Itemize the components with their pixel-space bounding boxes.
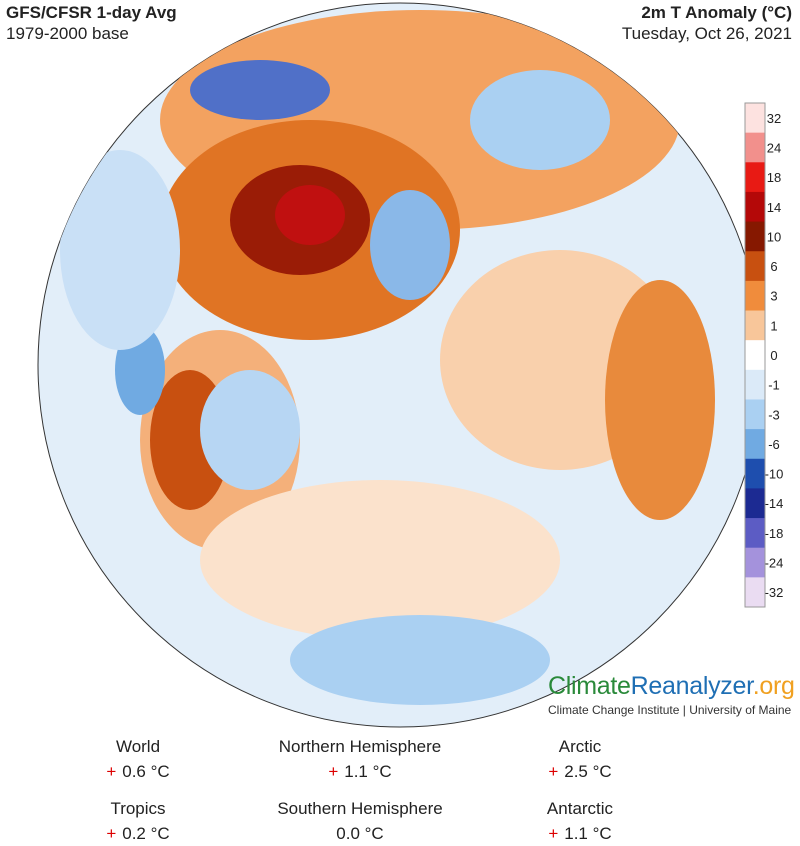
colorbar-label: -1 xyxy=(768,378,780,393)
stat-value-row: +1.1 °C xyxy=(240,762,480,782)
tagline: Climate Change Institute | University of… xyxy=(548,703,792,717)
colorbar-label: -3 xyxy=(768,407,780,422)
colorbar-label: -14 xyxy=(765,496,784,511)
subtitle: 1979-2000 base xyxy=(6,24,129,43)
stat-region: Southern Hemisphere xyxy=(277,799,443,818)
colorbar-swatch xyxy=(745,399,765,430)
stat-region: Arctic xyxy=(558,737,602,756)
stat: Northern Hemisphere +1.1 °C xyxy=(240,737,480,782)
stat-sign: + xyxy=(548,824,559,843)
brand-part: .org xyxy=(752,672,795,700)
stat-value: 0.0 °C xyxy=(336,824,384,843)
anomaly-field xyxy=(60,10,715,705)
colorbar-swatch xyxy=(745,162,765,193)
colorbar-label: 10 xyxy=(767,229,781,244)
stat-value: 1.1 °C xyxy=(344,762,392,781)
stat: Southern Hemisphere 0.0 °C xyxy=(240,799,480,844)
stat-value-row: +1.1 °C xyxy=(460,824,700,844)
colorbar-label: -24 xyxy=(765,556,784,571)
colorbar-swatch xyxy=(745,191,765,223)
stat-value: 0.6 °C xyxy=(122,762,170,781)
colorbar-swatch xyxy=(745,518,765,549)
colorbar-label: 18 xyxy=(767,170,781,185)
stat: Antarctic +1.1 °C xyxy=(460,799,700,844)
stat-sign: + xyxy=(328,762,339,781)
stat-value: 0.2 °C xyxy=(122,824,170,843)
stat-sign: + xyxy=(106,824,117,843)
colorbar-label: 0 xyxy=(770,348,777,363)
colorbar-swatch xyxy=(745,458,765,489)
title: GFS/CFSR 1-day Avg xyxy=(6,3,177,22)
brand-part: Climate xyxy=(548,672,631,700)
colorbar-swatch xyxy=(745,132,765,163)
colorbar-label: 24 xyxy=(767,140,781,155)
colorbar-label: 1 xyxy=(770,318,777,333)
colorbar-label: 14 xyxy=(767,200,781,215)
stat-region: Antarctic xyxy=(546,799,614,818)
colorbar-swatch xyxy=(745,369,765,400)
colorbar-label: -32 xyxy=(765,585,784,600)
colorbar-swatch xyxy=(745,251,765,282)
colorbar-swatch xyxy=(745,488,765,519)
stat-value-row: +0.6 °C xyxy=(18,762,258,782)
colorbar-frame xyxy=(744,102,766,608)
colorbar-label: 6 xyxy=(770,259,777,274)
stat: Arctic +2.5 °C xyxy=(460,737,700,782)
stat-region: Northern Hemisphere xyxy=(278,737,442,756)
brand[interactable]: ClimateReanalyzer.org xyxy=(548,672,795,701)
date: Tuesday, Oct 26, 2021 xyxy=(621,24,792,43)
variable-title: 2m T Anomaly (°C) xyxy=(641,3,792,22)
stat-value: 1.1 °C xyxy=(564,824,612,843)
brand-part: Reanalyzer xyxy=(630,672,753,700)
colorbar-swatch xyxy=(745,280,765,312)
stat-sign: + xyxy=(548,762,559,781)
stat-sign: + xyxy=(106,762,117,781)
stat: Tropics +0.2 °C xyxy=(18,799,258,844)
colorbar-swatch xyxy=(745,577,765,608)
colorbar-swatch xyxy=(745,547,765,578)
colorbar-label: 32 xyxy=(767,111,781,126)
stat-region: Tropics xyxy=(110,799,166,818)
colorbar-label: 3 xyxy=(770,289,777,304)
stat-value-row: +2.5 °C xyxy=(460,762,700,782)
stat-value: 2.5 °C xyxy=(564,762,612,781)
colorbar-swatch xyxy=(745,310,765,341)
colorbar-swatch xyxy=(745,221,765,252)
colorbar-label: -6 xyxy=(768,437,780,452)
stat-value-row: 0.0 °C xyxy=(240,824,480,844)
stat: World +0.6 °C xyxy=(18,737,258,782)
stat-value-row: +0.2 °C xyxy=(18,824,258,844)
colorbar-label: -10 xyxy=(765,467,784,482)
colorbar-swatch xyxy=(745,103,765,134)
colorbar-swatch xyxy=(745,429,765,460)
colorbar-label: -18 xyxy=(765,526,784,541)
colorbar-swatch xyxy=(745,340,765,371)
stat-region: World xyxy=(115,737,161,756)
